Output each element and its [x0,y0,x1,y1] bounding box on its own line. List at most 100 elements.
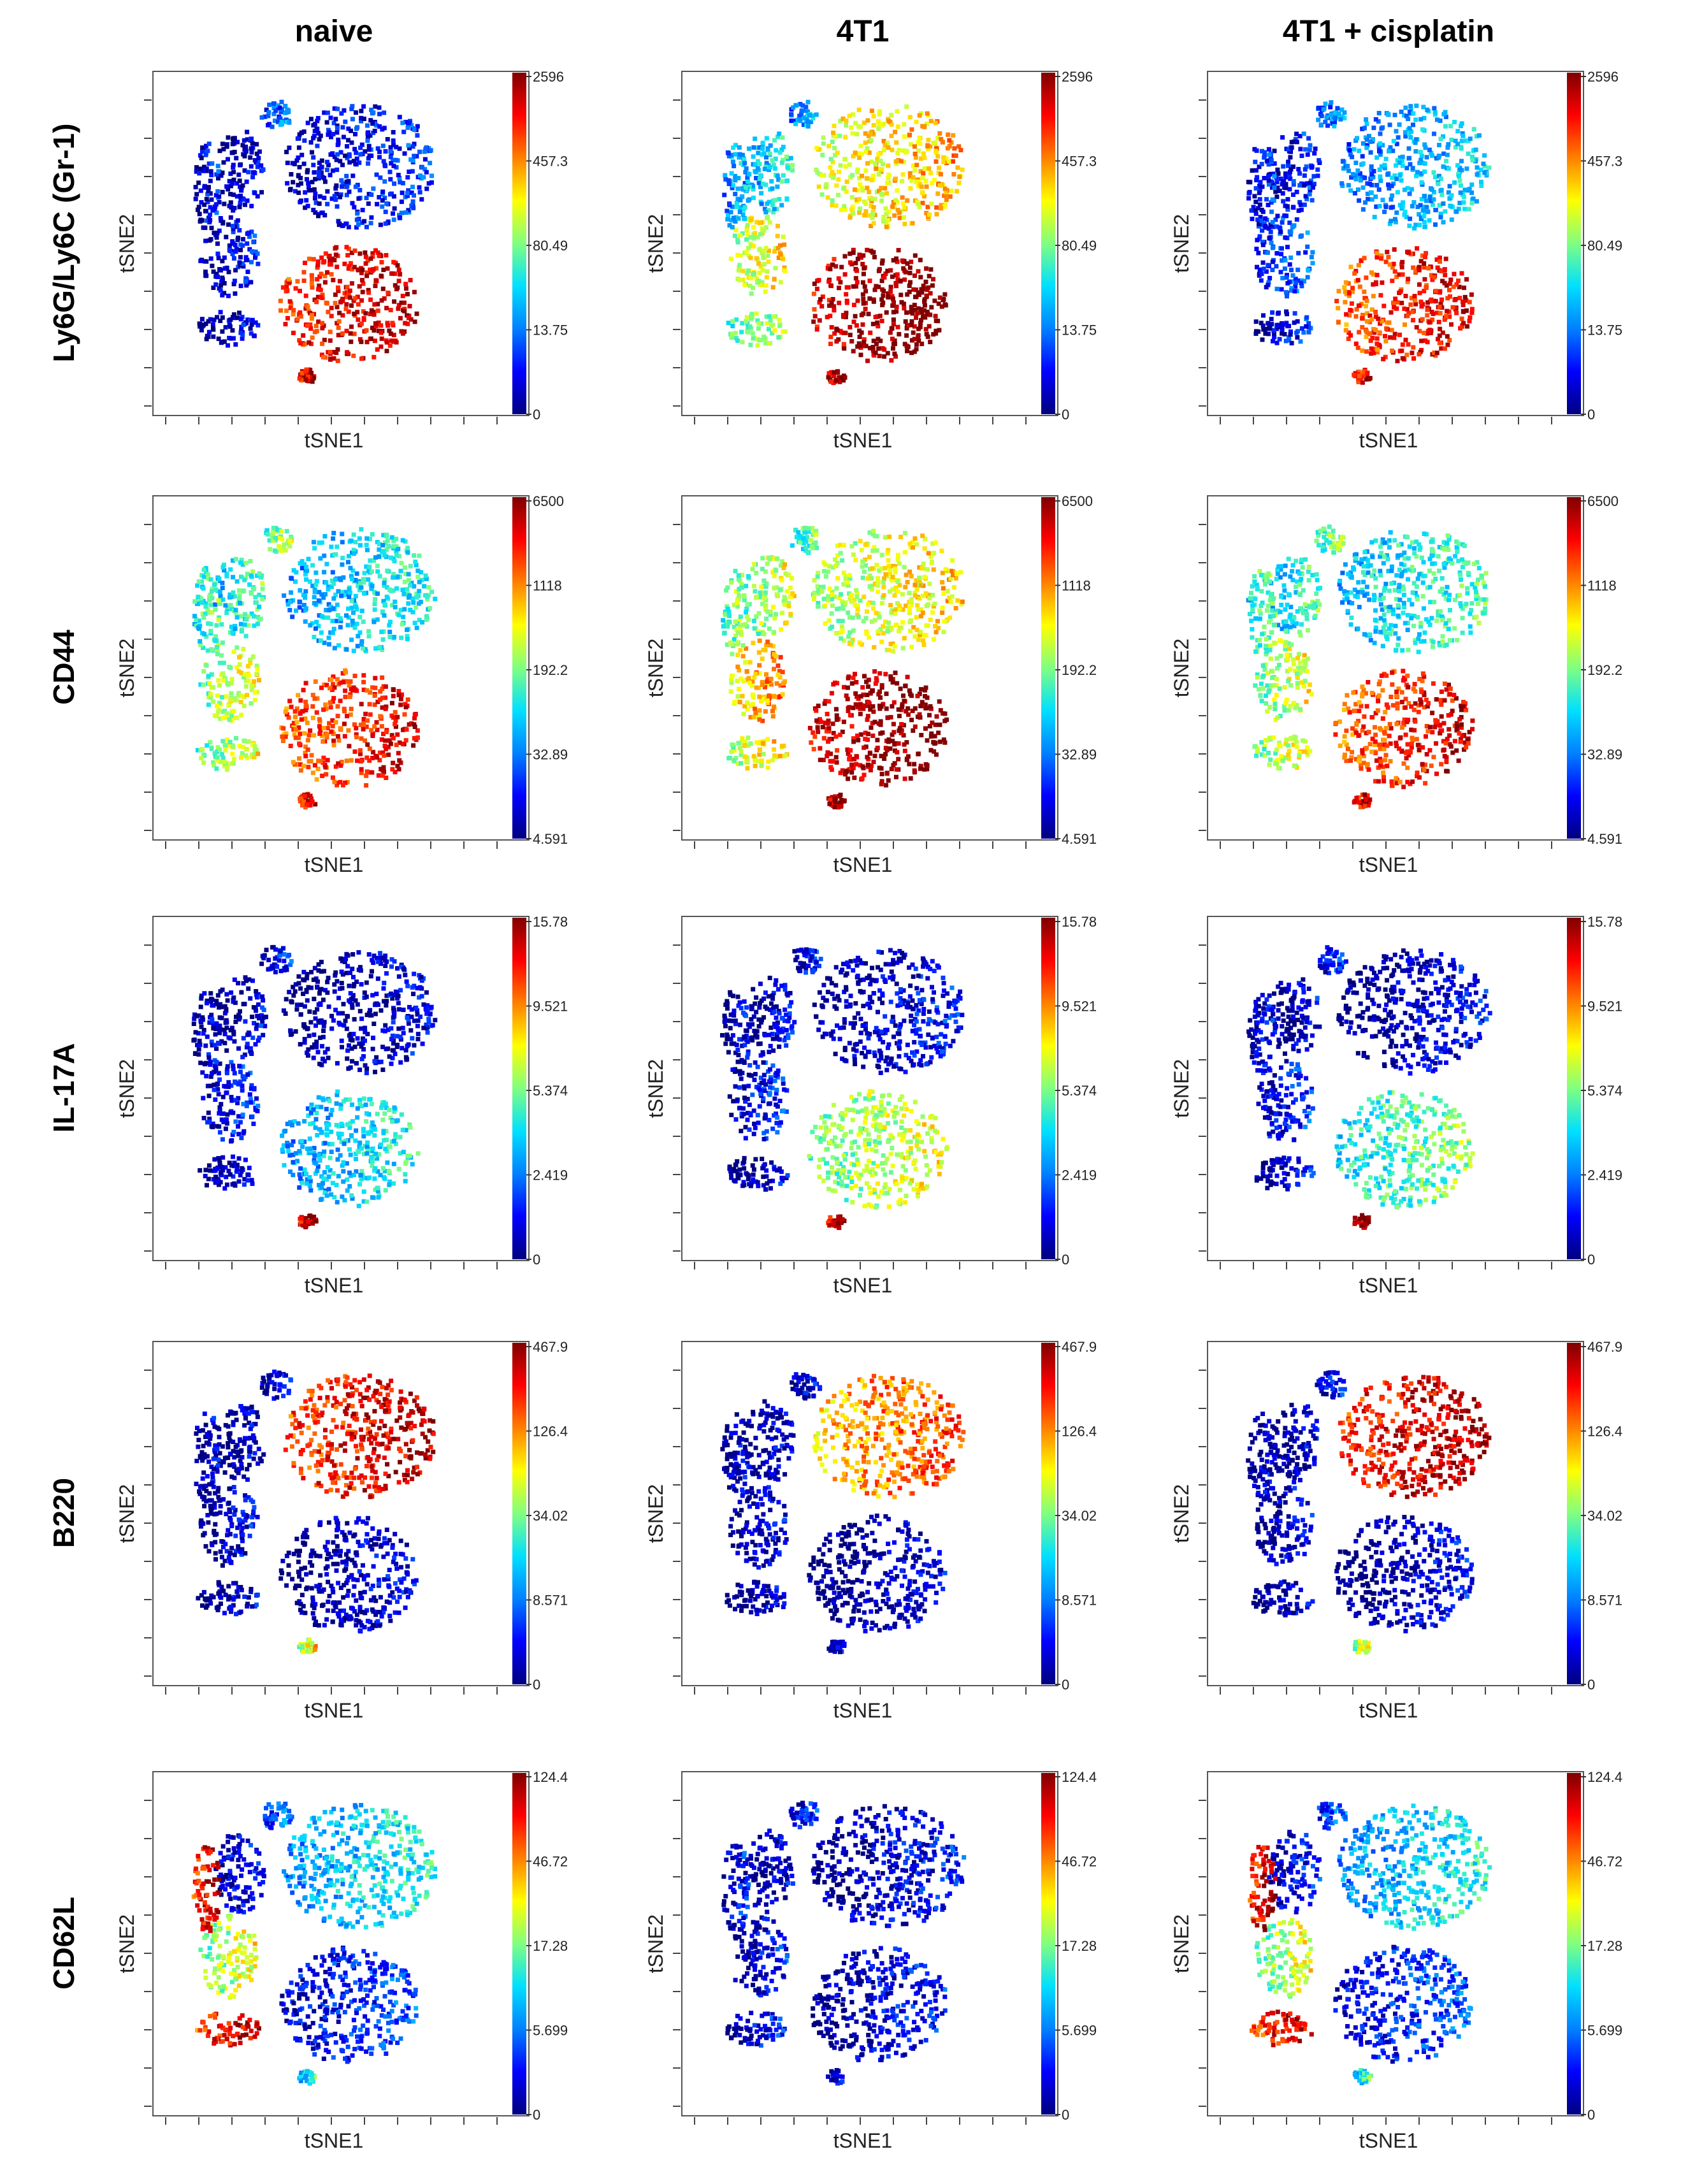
scatter-point [227,717,232,722]
scatter-point [1482,153,1487,158]
scatter-point [299,130,304,135]
scatter-point [363,711,368,716]
scatter-point [1277,225,1282,230]
scatter-point [361,673,366,678]
scatter-point [206,185,211,190]
scatter-point [361,104,366,109]
scatter-point [930,283,935,288]
scatter-point [935,154,941,159]
scatter-point [382,126,387,131]
scatter-point [319,170,324,175]
scatter-point [1280,135,1285,140]
scatter-point [310,285,315,290]
scatter-point [922,308,927,313]
scatter-point [905,349,909,354]
scatter-point [779,577,784,582]
scatter-point [361,727,366,732]
scatter-point [1371,294,1376,299]
scatter-point [772,574,777,579]
scatter-point [326,310,331,314]
scatter-point [833,203,839,208]
scatter-point [340,562,345,567]
scatter-point [862,337,867,342]
scatter-point [231,709,236,714]
scatter-point [1413,301,1418,307]
scatter-point [400,588,405,592]
scatter-point [860,343,865,348]
scatter-point [283,709,288,714]
scatter-point [303,793,308,799]
scatter-point [228,171,233,177]
scatter-point [1455,141,1460,147]
scatter-point [872,196,877,201]
scatter-point [405,125,410,130]
scatter-point [284,308,289,314]
scatter-point [376,773,381,778]
scatter-point [353,687,357,692]
scatter-point [1352,372,1357,377]
scatter-point [884,212,889,217]
scatter-point [303,699,308,704]
scatter-point [209,197,214,202]
scatter-point [1276,310,1281,315]
scatter-point [338,192,343,197]
scatter-point [932,178,937,183]
scatter-point [388,192,393,197]
scatter-point [907,265,913,270]
scatter-point [312,129,317,134]
scatter-point [791,105,796,110]
scatter-point [837,300,842,305]
scatter-point [381,267,386,272]
scatter-point [424,595,429,600]
scatter-point [354,110,358,115]
scatter-point [367,746,372,751]
scatter-point [1413,140,1418,145]
scatter-point [399,635,404,640]
scatter-point [1287,170,1292,175]
scatter-point [841,330,846,335]
scatter-point [1403,294,1408,298]
scatter-point [939,206,944,211]
scatter-point [238,700,243,705]
scatter-point [257,677,261,683]
scatter-point [1294,330,1299,335]
scatter-point [398,697,403,702]
scatter-point [830,170,835,175]
scatter-point [378,222,383,228]
scatter-point [908,175,913,180]
scatter-point [322,570,327,575]
scatter-point [886,145,891,150]
scatter-point [928,267,934,272]
scatter-point [384,253,389,257]
scatter-point [297,164,302,170]
scatter-point [909,310,914,315]
scatter-point [763,283,768,288]
scatter-point [363,254,368,259]
scatter-point [858,143,863,148]
scatter-point [755,318,760,323]
scatter-point [767,556,772,561]
scatter-point [1333,116,1338,121]
scatter-point [224,767,229,772]
scatter-point [1283,257,1288,263]
scatter-point [286,108,291,113]
scatter-point [855,268,859,273]
scatter-point [314,619,319,625]
scatter-point [369,153,374,158]
scatter-point [201,168,206,173]
scatter-point [396,689,401,694]
scatter-point [399,561,404,565]
scatter-point [375,563,380,568]
scatter-point [237,654,242,660]
scatter-point [329,196,335,201]
scatter-point [1437,340,1442,345]
scatter-point [775,134,781,140]
scatter-point [893,129,898,134]
scatter-point [760,556,765,561]
scatter-point [920,342,925,347]
scatter-point [760,683,765,687]
scatter-point [904,344,909,349]
scatter-point [214,210,219,215]
scatter-point [226,270,231,275]
scatter-point [377,124,382,129]
